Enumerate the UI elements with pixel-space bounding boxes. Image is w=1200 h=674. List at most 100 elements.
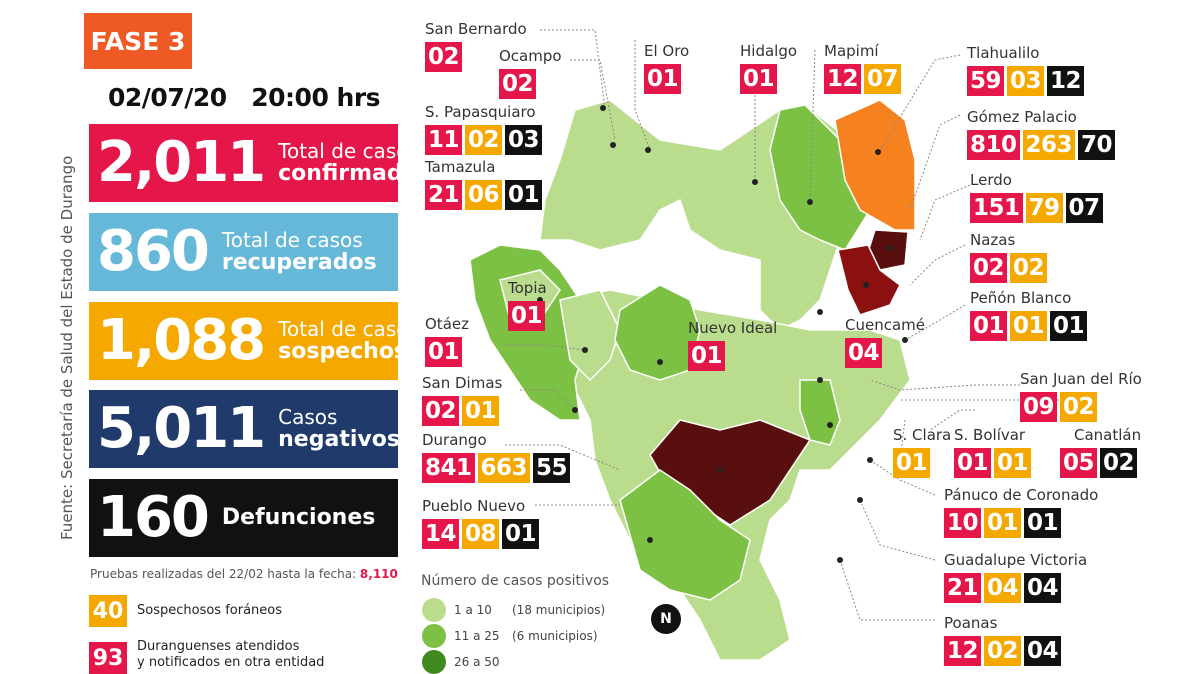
foreign-suspected-value: 40 bbox=[89, 595, 127, 627]
suspected-count: 01 bbox=[994, 448, 1032, 478]
negative-value: 5,011 bbox=[97, 396, 266, 461]
suspected-stat: 1,088 Total de casos sospechosos bbox=[89, 302, 435, 380]
muni-ocampo: Ocampo 02 bbox=[499, 49, 562, 99]
muni-gomez-palacio: Gómez Palacio 810 263 70 bbox=[967, 108, 1116, 160]
confirmed-count: 01 bbox=[740, 64, 778, 94]
muni-el-oro: El Oro 01 bbox=[644, 44, 689, 94]
deaths-count: 04 bbox=[1024, 636, 1062, 666]
muni-durango: Durango 841 663 55 bbox=[422, 433, 571, 483]
negative-label-1: Casos bbox=[278, 404, 338, 429]
deaths-count: 04 bbox=[1024, 573, 1062, 603]
tests-value: 8,110 bbox=[359, 567, 398, 581]
map-region-tlahualilo bbox=[834, 99, 916, 231]
suspected-count: 01 bbox=[893, 448, 931, 478]
muni-name: Cuencamé bbox=[845, 316, 925, 334]
suspected-count: 02 bbox=[1060, 392, 1098, 422]
muni-cuencame: Cuencamé 04 bbox=[845, 318, 925, 368]
muni-name: San Bernardo bbox=[425, 20, 527, 38]
map-region-canatlan bbox=[799, 379, 841, 446]
muni-pueblo-nuevo: Pueblo Nuevo 14 08 01 bbox=[422, 497, 540, 549]
deaths-count: 12 bbox=[1047, 66, 1085, 96]
confirmed-count: 02 bbox=[970, 253, 1008, 283]
confirmed-count: 21 bbox=[944, 573, 982, 603]
suspected-count: 02 bbox=[984, 636, 1022, 666]
muni-name: Mapimí bbox=[824, 42, 879, 60]
confirmed-count: 01 bbox=[508, 301, 546, 331]
confirmed-count: 01 bbox=[954, 448, 992, 478]
negative-label-2: negativos bbox=[278, 426, 400, 452]
deaths-count: 02 bbox=[1100, 448, 1138, 478]
other-state-value: 93 bbox=[89, 642, 127, 674]
other-state-label: Duranguenses atendidos y notificados en … bbox=[137, 639, 324, 672]
muni-s-clara: S. Clara 01 bbox=[893, 428, 951, 478]
muni-name: Peñón Blanco bbox=[970, 289, 1072, 307]
muni-name: Pueblo Nuevo bbox=[422, 497, 526, 515]
deaths-count: 55 bbox=[533, 453, 571, 483]
confirmed-count: 59 bbox=[967, 66, 1005, 96]
muni-san-dimas: San Dimas 02 01 bbox=[422, 376, 502, 426]
confirmed-value: 2,011 bbox=[97, 130, 266, 195]
muni-s-papasquiaro: S. Papasquiaro 11 02 03 bbox=[425, 103, 543, 155]
suspected-label-2: sospechosos bbox=[278, 338, 436, 364]
confirmed-count: 02 bbox=[499, 69, 537, 99]
confirmed-count: 841 bbox=[422, 453, 475, 483]
confirmed-count: 12 bbox=[824, 64, 862, 94]
muni-san-bernardo: San Bernardo 02 bbox=[425, 22, 527, 72]
suspected-count: 01 bbox=[984, 508, 1022, 538]
report-time: 20:00 hrs bbox=[251, 83, 381, 112]
confirmed-count: 21 bbox=[425, 180, 463, 210]
legend-swatch bbox=[422, 624, 446, 648]
muni-otaez: Otáez 01 bbox=[425, 317, 469, 367]
confirmed-count: 01 bbox=[644, 64, 682, 94]
tests-text: Pruebas realizadas del 22/02 hasta la fe… bbox=[90, 567, 357, 581]
muni-name: Gómez Palacio bbox=[967, 108, 1077, 126]
negative-stat: 5,011 Casos negativos bbox=[89, 390, 400, 468]
suspected-count: 01 bbox=[1010, 311, 1048, 341]
suspected-count: 07 bbox=[864, 64, 902, 94]
muni-penon-blanco: Peñón Blanco 01 01 01 bbox=[970, 289, 1088, 341]
legend-swatch bbox=[422, 598, 446, 622]
confirmed-label-1: Total de casos bbox=[278, 138, 419, 163]
legend-count: (6 municipios) bbox=[512, 629, 598, 643]
muni-guadalupe-victoria: Guadalupe Victoria 21 04 04 bbox=[944, 553, 1087, 603]
source-note: Fuente: Secretaría de Salud del Estado d… bbox=[58, 155, 76, 540]
muni-poanas: Poanas 12 02 04 bbox=[944, 616, 1062, 666]
legend-count: (18 municipios) bbox=[512, 603, 606, 617]
muni-name: Canatlán bbox=[1074, 426, 1142, 444]
muni-name: Topia bbox=[508, 279, 547, 297]
legend-swatch bbox=[422, 650, 446, 674]
muni-san-juan-del-rio: San Juan del Río 09 02 bbox=[1020, 372, 1142, 422]
suspected-count: 06 bbox=[465, 180, 503, 210]
suspected-label-1: Total de casos bbox=[278, 316, 419, 341]
muni-name: S. Clara bbox=[893, 426, 952, 444]
confirmed-count: 11 bbox=[425, 125, 463, 155]
deaths-label: Defunciones bbox=[221, 504, 376, 530]
muni-name: S. Papasquiaro bbox=[425, 103, 536, 121]
confirmed-count: 02 bbox=[422, 396, 460, 426]
deaths-count: 01 bbox=[1024, 508, 1062, 538]
muni-name: Ocampo bbox=[499, 47, 562, 65]
muni-name: Nazas bbox=[970, 231, 1016, 249]
confirmed-label-2: confirmados bbox=[278, 160, 431, 186]
tests-note: Pruebas realizadas del 22/02 hasta la fe… bbox=[90, 567, 398, 581]
muni-name: El Oro bbox=[644, 42, 690, 60]
deaths-count: 01 bbox=[1050, 311, 1088, 341]
suspected-value: 1,088 bbox=[97, 308, 266, 373]
muni-tamazula: Tamazula 21 06 01 bbox=[425, 160, 543, 210]
legend-item-1: 1 a 10 (18 municipios) bbox=[422, 598, 605, 622]
confirmed-count: 01 bbox=[688, 341, 726, 371]
deaths-count: 70 bbox=[1078, 130, 1116, 160]
legend-range: 1 a 10 bbox=[454, 603, 492, 617]
muni-nazas: Nazas 02 02 bbox=[970, 231, 1048, 283]
confirmed-count: 02 bbox=[425, 42, 463, 72]
legend-title: Número de casos positivos bbox=[421, 573, 610, 589]
suspected-count: 03 bbox=[1007, 66, 1045, 96]
phase-badge: FASE 3 bbox=[84, 13, 192, 69]
muni-lerdo: Lerdo 151 79 07 bbox=[970, 173, 1103, 223]
muni-name: Nuevo Ideal bbox=[688, 319, 778, 337]
muni-topia: Topia 01 bbox=[508, 281, 547, 331]
recovered-stat: 860 Total de casos recuperados bbox=[89, 213, 398, 291]
recovered-value: 860 bbox=[97, 219, 210, 284]
muni-tlahualilo: Tlahualilo 59 03 12 bbox=[967, 46, 1085, 96]
foreign-suspected-label: Sospechosos foráneos bbox=[137, 603, 283, 618]
